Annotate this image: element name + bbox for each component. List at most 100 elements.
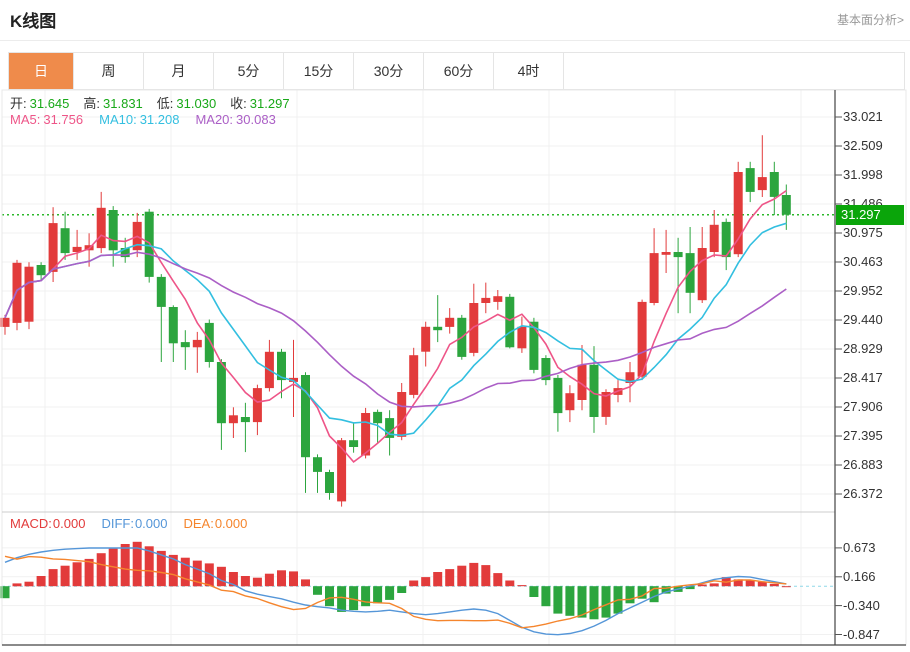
macd-bar [132,541,142,587]
candle-body [325,472,334,493]
macd-bar [589,586,599,620]
candle-body [361,413,371,456]
price-axis-label: 32.509 [843,138,883,154]
candle-body [168,307,178,344]
macd-bar [781,586,791,588]
macd-bar [541,586,551,607]
macd-bar [409,580,419,587]
candle-body [541,358,551,381]
macd-bar [325,586,334,607]
candle-body [577,364,587,400]
candle-body [397,392,407,437]
candle-body [216,362,226,424]
candle-body [565,393,575,411]
candle-body [481,297,491,303]
price-axis-label: 30.463 [843,254,883,270]
candle-body [60,228,70,254]
current-price-tag: 31.297 [836,204,904,225]
macd-bar [625,586,635,604]
macd-bar [529,586,539,597]
ma10-value: 31.208 [139,112,180,127]
macd-bar [156,550,166,587]
macd-bar [733,579,743,587]
tab-月[interactable]: 月 [144,53,214,89]
candle-body [517,326,527,349]
low-label: 低: [156,96,174,111]
ma10-line [4,222,787,437]
candle-body [204,322,214,362]
candle-body [180,342,190,348]
macd-bar [36,576,46,587]
candle-body [12,262,22,323]
tab-15分[interactable]: 15分 [284,53,354,89]
macd-bar [661,586,671,594]
macd-bar [769,583,779,587]
candle-body [589,364,599,417]
macd-bar [565,586,575,616]
macd-bar [493,573,503,587]
macd-bar [361,586,371,607]
tab-周[interactable]: 周 [74,53,144,89]
candle-body [108,210,118,251]
macd-bar [144,546,154,587]
tab-60分[interactable]: 60分 [424,53,494,89]
candle-body [757,177,767,191]
candle-body [36,265,46,276]
tab-4时[interactable]: 4时 [494,53,564,89]
tab-日[interactable]: 日 [9,53,74,89]
macd-bar [385,586,395,600]
fundamental-analysis-link[interactable]: 基本面分析> [836,13,904,27]
macd-axis-label: -0.847 [843,626,880,642]
candle-body [769,172,779,197]
macd-bar [601,586,611,618]
ma20-line [4,251,787,408]
candle-body [637,301,647,377]
macd-bar [264,573,274,587]
ma-legend-row: MA5: 31.756 MA10: 31.208 MA20: 30.083 [10,112,292,127]
price-axis-label: 28.929 [843,340,883,356]
open-value: 31.645 [29,96,70,111]
macd-bar [649,586,659,603]
candle-body [649,253,659,303]
price-axis-label: 29.440 [843,312,883,328]
candle-body [721,221,731,258]
candle-body [445,317,455,327]
macd-bar [637,586,647,599]
macd-bar [180,557,190,587]
macd-bar [289,571,298,587]
macd-bar [252,577,262,587]
candle-body [192,339,202,348]
candle-body [685,253,695,293]
candle-body [505,296,515,348]
close-value: 31.297 [249,96,290,111]
candle-body [156,276,166,307]
macd-bar [192,560,202,587]
macd-axis-label: 0.166 [843,568,876,584]
macd-bar [697,584,707,587]
macd-axis-label: -0.340 [843,597,880,613]
candle-body [745,168,755,192]
price-axis-label: 29.952 [843,282,883,298]
macd-bar [457,565,467,587]
ma20-value: 30.083 [236,112,276,127]
candle-body [697,248,707,301]
price-axis-label: 26.883 [843,456,883,472]
macd-bar [120,544,130,587]
macd-bar [168,554,178,587]
macd-bar [709,583,719,587]
header-divider [0,40,910,41]
candle-body [433,326,443,331]
price-axis-label: 33.021 [843,108,883,124]
tab-30分[interactable]: 30分 [354,53,424,89]
tab-5分[interactable]: 5分 [214,53,284,89]
candle-body [72,246,82,252]
ma20-label: MA20: [195,112,234,127]
candle-body [421,326,431,352]
dea-value: 0.000 [214,516,248,531]
macd-bar [0,586,10,599]
candle-body [0,317,10,327]
macd-bar [505,580,515,587]
price-axis-label: 27.906 [843,398,883,414]
candle-body [313,457,322,472]
